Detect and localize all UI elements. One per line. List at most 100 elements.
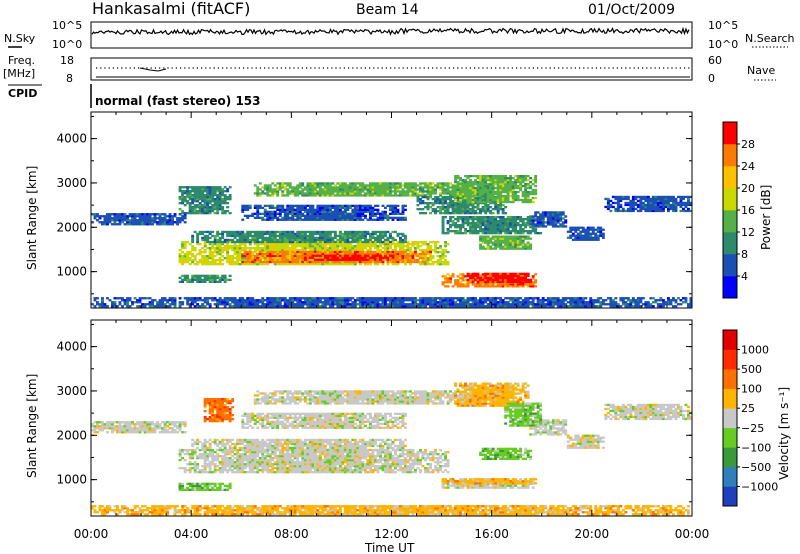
power-cell	[369, 212, 372, 215]
power-cell	[379, 243, 382, 246]
power-cell	[381, 252, 385, 256]
power-cell	[581, 230, 585, 233]
power-cell	[421, 252, 425, 256]
power-cell	[233, 253, 237, 256]
power-cell	[374, 250, 377, 254]
power-cell	[306, 256, 310, 260]
power-cell	[346, 260, 350, 264]
power-cell	[256, 236, 260, 240]
power-cell	[429, 241, 432, 244]
power-cell	[581, 236, 585, 239]
power-cell	[273, 214, 277, 217]
power-cell	[489, 280, 493, 283]
power-cell	[444, 200, 447, 203]
power-cell	[318, 184, 322, 187]
power-cell	[268, 236, 272, 240]
power-cell	[531, 225, 535, 228]
power-cell	[401, 216, 405, 219]
power-cell	[469, 184, 472, 187]
power-cell	[526, 192, 530, 196]
power-cell	[238, 257, 242, 260]
power-cell	[356, 230, 360, 234]
power-cell	[318, 230, 322, 234]
power-cell	[461, 194, 465, 197]
power-cell	[316, 258, 320, 261]
power-cell	[288, 253, 292, 256]
power-cell	[461, 285, 465, 288]
power-cell	[281, 204, 285, 207]
power-cell	[474, 206, 477, 209]
power-cell	[444, 277, 447, 280]
power-cell	[404, 182, 407, 185]
power-cell	[311, 250, 315, 254]
power-cell	[396, 232, 400, 236]
power-cell	[461, 202, 465, 205]
power-cell	[394, 238, 397, 242]
power-cell	[511, 222, 515, 225]
power-cell	[281, 206, 285, 209]
power-cell	[258, 258, 262, 262]
power-cell	[271, 188, 275, 191]
power-cell	[374, 194, 377, 197]
power-cell	[366, 204, 370, 207]
power-cell	[631, 195, 635, 199]
power-cell	[186, 202, 190, 205]
power-cell	[111, 219, 114, 222]
power-cell	[316, 254, 320, 257]
power-cell	[479, 228, 482, 231]
power-cell	[554, 211, 558, 214]
power-cell	[308, 240, 312, 244]
power-cell	[491, 188, 495, 192]
power-cell	[311, 194, 315, 197]
power-cell	[221, 259, 225, 262]
power-cell	[303, 232, 307, 236]
power-cell	[211, 210, 215, 213]
power-cell	[251, 241, 255, 244]
power-cell	[298, 218, 302, 221]
power-cell	[326, 206, 330, 209]
power-cell	[341, 249, 345, 252]
power-cell	[253, 251, 257, 254]
power-cell	[364, 232, 367, 236]
power-cell	[151, 219, 154, 222]
power-cell	[353, 182, 357, 185]
power-cell	[116, 213, 119, 216]
power-cell	[381, 216, 385, 219]
power-cell	[298, 230, 302, 234]
power-cell	[464, 228, 467, 231]
power-cell	[333, 245, 337, 248]
power-cell	[308, 210, 312, 213]
power-cell	[268, 249, 272, 252]
power-cell	[496, 181, 500, 184]
power-cell	[351, 184, 355, 187]
power-cell	[416, 192, 420, 195]
power-cell	[258, 240, 262, 244]
power-cell	[318, 252, 322, 256]
power-cell	[624, 197, 628, 201]
power-cell	[574, 230, 578, 233]
power-cell	[246, 238, 250, 242]
power-cell	[221, 234, 225, 238]
power-cell	[476, 222, 480, 225]
power-cell	[178, 198, 182, 201]
power-cell	[186, 192, 190, 195]
power-cell	[374, 188, 377, 191]
power-cell	[549, 211, 553, 214]
power-cell	[424, 257, 427, 260]
power-cell	[364, 258, 367, 261]
power-cell	[316, 247, 320, 250]
power-cell	[456, 216, 460, 219]
power-cell	[411, 188, 415, 191]
power-cell	[323, 260, 327, 264]
power-cell	[346, 234, 350, 238]
power-cell	[364, 192, 367, 195]
power-cell	[496, 222, 500, 225]
power-cell	[409, 256, 412, 260]
power-cell	[431, 188, 435, 191]
power-cell	[501, 184, 505, 188]
power-cell	[328, 210, 332, 213]
power-cell	[431, 208, 435, 211]
power-cell	[376, 216, 380, 219]
power-cell	[248, 206, 252, 209]
power-cell	[364, 234, 367, 238]
